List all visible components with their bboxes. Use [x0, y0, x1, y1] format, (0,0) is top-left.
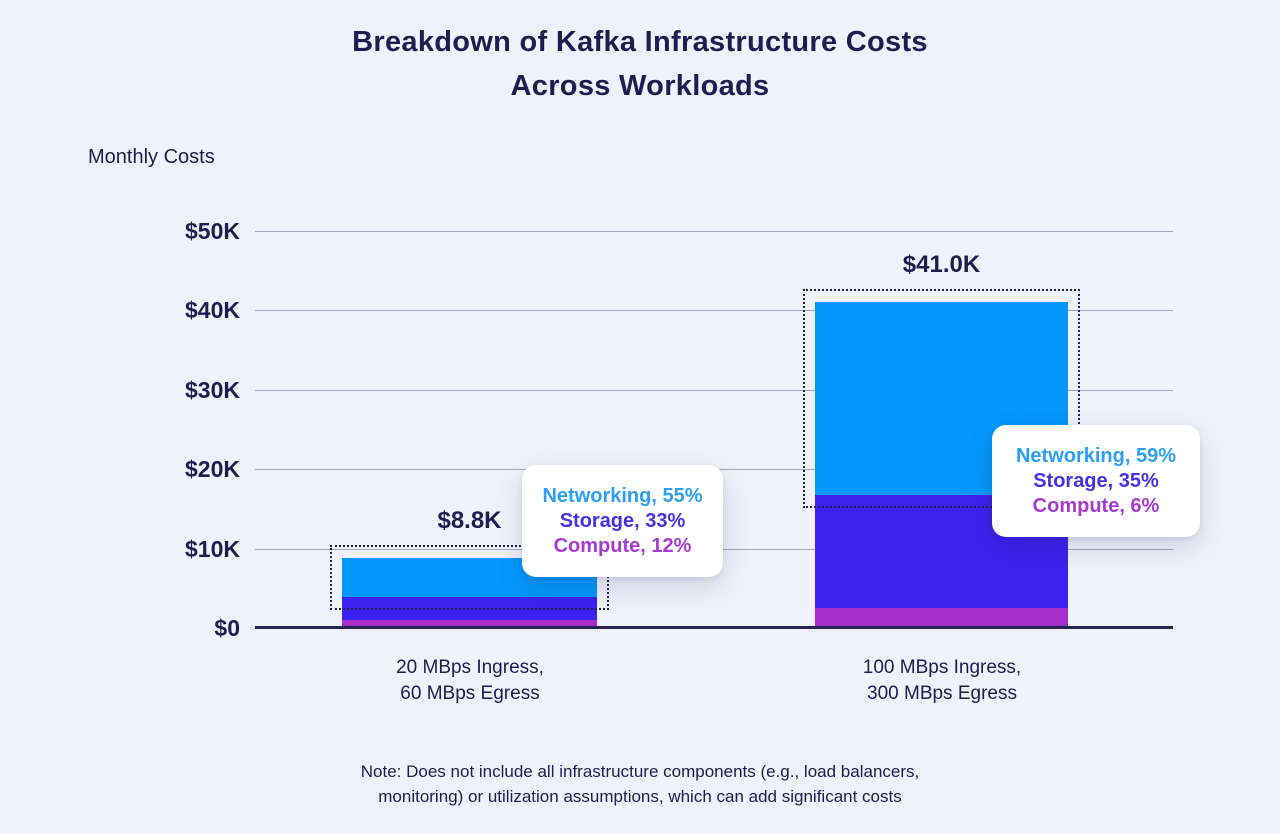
- y-tick-label-$0: $0: [214, 615, 240, 641]
- y-tick-label-$10K: $10K: [185, 535, 240, 562]
- footnote: Note: Does not include all infrastructur…: [0, 759, 1280, 809]
- callout-compute-line: Compute, 12%: [553, 534, 692, 557]
- callout-storage-line: Storage, 35%: [1033, 469, 1159, 492]
- bar-total-label-2: $41.0K: [902, 251, 981, 279]
- x-label-line: 60 MBps Egress: [400, 683, 540, 704]
- y-tick-label-$40K: $40K: [185, 297, 240, 324]
- chart-title-line2: Across Workloads: [510, 70, 770, 102]
- y-axis-title: Monthly Costs: [88, 146, 215, 168]
- x-label-line: 300 MBps Egress: [867, 683, 1017, 704]
- bar-1-segment-compute: [342, 619, 597, 628]
- bar-2-segment-compute: [815, 608, 1068, 628]
- bar-total-label-1: $8.8K: [437, 507, 502, 535]
- y-tick-label-$20K: $20K: [185, 456, 240, 483]
- x-axis-label-workload-2: 100 MBps Ingress, 300 MBps Egress: [792, 655, 1092, 707]
- x-axis-label-workload-1: 20 MBps Ingress, 60 MBps Egress: [320, 655, 620, 707]
- y-tick-label-$30K: $30K: [185, 376, 240, 403]
- callout-compute-line: Compute, 6%: [1032, 494, 1160, 517]
- breakdown-callout-workload-2: Networking, 59% Storage, 35% Compute, 6%: [992, 425, 1200, 537]
- x-axis-baseline: [255, 626, 1173, 629]
- callout-networking-line: Networking, 55%: [542, 484, 703, 507]
- networking-highlight-box-1: [330, 545, 609, 610]
- plot-area: $0 $10K $20K $30K $40K $50K $8.8K $41.0K: [185, 218, 1173, 641]
- networking-highlight-box-2: [803, 289, 1080, 508]
- footnote-line1: Note: Does not include all infrastructur…: [360, 762, 920, 781]
- chart-title: Breakdown of Kafka Infrastructure Costs …: [0, 20, 1280, 108]
- breakdown-callout-workload-1: Networking, 55% Storage, 33% Compute, 12…: [522, 465, 723, 577]
- gridline-$50K: [255, 231, 1173, 232]
- y-tick-label-$50K: $50K: [185, 218, 240, 244]
- callout-storage-line: Storage, 33%: [559, 509, 686, 532]
- chart-title-line1: Breakdown of Kafka Infrastructure Costs: [352, 26, 928, 58]
- callout-networking-line: Networking, 59%: [1015, 444, 1177, 467]
- x-label-line: 20 MBps Ingress,: [396, 657, 544, 678]
- gridline-$40K: [255, 310, 1173, 312]
- footnote-line2: monitoring) or utilization assumptions, …: [378, 787, 902, 806]
- gridline-$30K: [255, 389, 1173, 391]
- x-label-line: 100 MBps Ingress,: [862, 657, 1022, 678]
